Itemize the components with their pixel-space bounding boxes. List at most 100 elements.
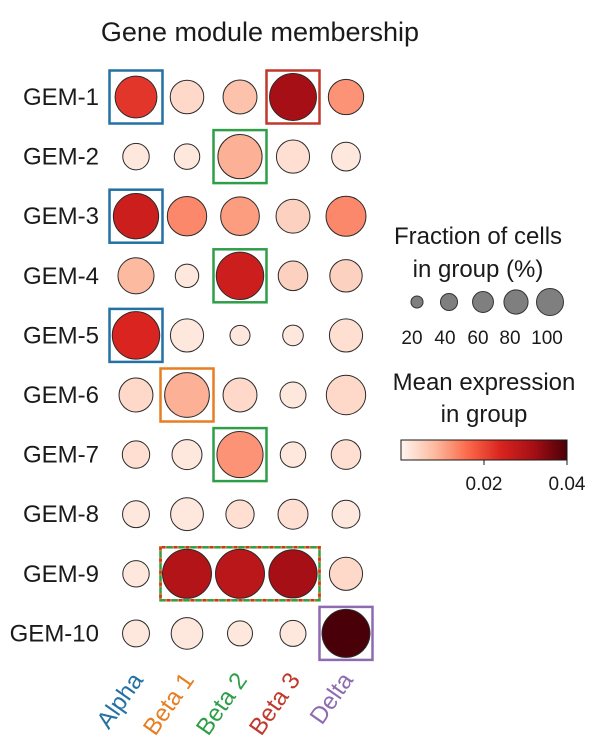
dot-gem-7-delta: [330, 439, 362, 470]
dot-gem-10-alpha: [122, 619, 150, 648]
colorbar-tick-label-0-04: 0.04: [549, 474, 586, 495]
column-label-delta: Delta: [305, 667, 360, 729]
size-legend-title-line1: Fraction of cells: [394, 223, 562, 250]
dot-gem-8-beta-3: [277, 498, 309, 530]
column-label-beta-2: Beta 2: [191, 668, 253, 740]
dot-gem-10-beta-2: [227, 620, 253, 647]
size-legend-dot-20: [410, 295, 424, 309]
highlight-box-gem-6-beta-1: [159, 367, 215, 423]
dot-grid: [108, 69, 374, 662]
dot-gem-2-beta-2: [217, 134, 263, 180]
chart-title: Gene module membership: [101, 17, 419, 47]
highlight-box-gem-3-alpha: [108, 188, 164, 244]
dot-gem-5-beta-1: [169, 318, 205, 353]
dot-gem-6-beta-1: [164, 372, 210, 418]
row-label-gem-1: GEM-1: [23, 84, 99, 111]
dot-gem-1-beta-3: [269, 73, 317, 121]
color-legend-title-line1: Mean expression: [393, 369, 576, 396]
dot-gem-8-delta: [331, 499, 361, 529]
dot-gem-9-alpha: [122, 560, 150, 588]
highlight-boxes: [108, 69, 374, 662]
dot-gem-7-beta-3: [279, 441, 307, 468]
size-legend-label-60: 60: [467, 328, 488, 349]
dot-gem-7-beta-2: [216, 431, 264, 479]
row-labels: GEM-1 GEM-2 GEM-3 GEM-4 GEM-5 GEM-6 GEM-7 GEM-8…: [10, 84, 99, 647]
dot-gem-5-alpha: [111, 311, 161, 360]
dot-gem-8-beta-2: [225, 499, 255, 529]
dot-gem-1-beta-2: [222, 79, 258, 115]
row-label-gem-7: GEM-7: [23, 442, 99, 469]
dot-gem-2-alpha: [122, 142, 150, 171]
dot-gem-1-delta: [327, 78, 365, 116]
highlight-box-red-dash: [159, 546, 321, 602]
highlight-box-gem-7-beta-2: [212, 426, 268, 483]
dot-gem-6-alpha: [118, 377, 154, 413]
size-legend-dot-100: [536, 288, 564, 316]
dot-gem-4-alpha: [117, 257, 155, 295]
dot-gem-7-alpha: [121, 440, 151, 469]
column-label-beta-1: Beta 1: [138, 668, 200, 740]
row-label-gem-6: GEM-6: [23, 382, 99, 409]
dot-gem-4-beta-2: [215, 251, 265, 301]
highlight-box-gem-2-beta-2: [212, 128, 268, 185]
dot-gem-3-delta: [325, 195, 367, 237]
size-legend-label-40: 40: [434, 328, 455, 349]
column-label-beta-3: Beta 3: [244, 668, 306, 740]
dot-gem-9-beta-2: [215, 548, 265, 599]
size-legend-label-80: 80: [499, 328, 520, 349]
highlight-box-gem-9-beta-1-beta-2-beta-3: [159, 546, 321, 602]
row-label-gem-4: GEM-4: [23, 263, 99, 290]
dot-gem-6-beta-2: [222, 377, 258, 413]
dot-gem-3-beta-1: [166, 196, 208, 237]
dot-gem-3-beta-2: [220, 196, 260, 237]
dot-gem-10-delta: [321, 608, 371, 658]
row-label-gem-3: GEM-3: [23, 203, 99, 230]
highlight-box-gem-4-beta-2: [212, 248, 268, 304]
colorbar: [400, 439, 568, 461]
highlight-box-gem-1-alpha: [108, 69, 164, 125]
row-label-gem-2: GEM-2: [23, 144, 99, 171]
highlight-box-gem-1-beta-3: [265, 69, 321, 125]
highlight-box-gem-10-delta: [318, 605, 374, 662]
row-label-gem-5: GEM-5: [23, 322, 99, 349]
size-legend: Fraction of cells in group (%) 20 40 60 80 1…: [394, 223, 564, 349]
dot-gem-10-beta-3: [279, 619, 307, 647]
dot-gem-4-delta: [329, 259, 363, 293]
dot-gem-4-beta-3: [277, 260, 309, 292]
size-legend-dot-40: [439, 292, 459, 312]
dot-gem-5-beta-2: [229, 324, 251, 346]
dot-gem-5-delta: [328, 318, 364, 353]
size-legend-dot-60: [472, 291, 494, 313]
dot-gem-2-beta-1: [173, 143, 201, 170]
dot-gem-9-beta-3: [268, 549, 318, 599]
dot-gem-9-beta-1: [162, 548, 212, 599]
dot-gem-2-beta-3: [275, 139, 311, 174]
color-legend-title-line2: in group: [441, 401, 528, 428]
size-legend-title-line2: in group (%): [413, 256, 544, 283]
size-legend-label-100: 100: [531, 328, 563, 349]
size-legend-dots: 20 40 60 80 100: [401, 288, 564, 349]
dot-gem-1-beta-1: [169, 79, 205, 115]
dot-gem-1-alpha: [114, 75, 158, 119]
dot-gem-7-beta-1: [171, 439, 203, 471]
row-label-gem-9: GEM-9: [23, 561, 99, 588]
dot-gem-5-beta-3: [282, 324, 304, 347]
highlight-box-gem-5-alpha: [108, 307, 164, 364]
dot-gem-4-beta-1: [174, 263, 200, 289]
dot-gem-6-beta-3: [279, 381, 307, 409]
dot-gem-9-delta: [328, 556, 364, 591]
row-label-gem-10: GEM-10: [10, 620, 99, 647]
dot-gem-8-alpha: [122, 500, 150, 529]
dot-gem-6-delta: [325, 374, 367, 416]
dot-gem-10-beta-1: [170, 617, 204, 650]
colorbar-ticks: 0.02 0.04: [466, 460, 586, 495]
dot-gem-3-beta-3: [275, 198, 311, 234]
size-legend-dot-80: [503, 289, 529, 315]
dot-gem-2-delta: [331, 141, 361, 172]
row-label-gem-8: GEM-8: [23, 501, 99, 528]
size-legend-label-20: 20: [401, 328, 422, 349]
color-legend: Mean expression in group 0.02 0.04: [393, 369, 586, 495]
dot-gem-8-beta-1: [170, 497, 204, 532]
